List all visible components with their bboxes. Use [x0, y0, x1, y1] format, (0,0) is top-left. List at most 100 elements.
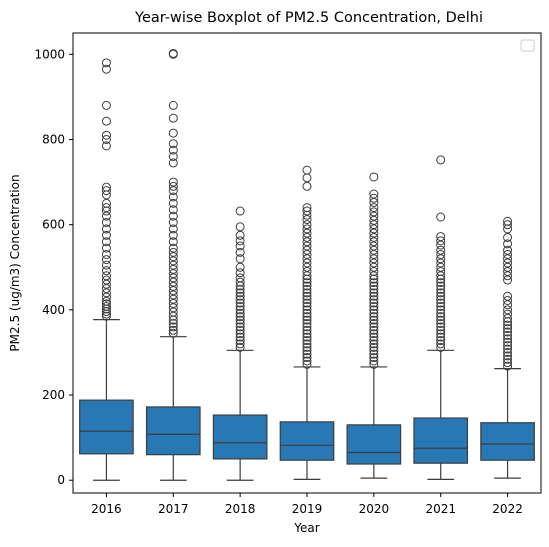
x-tick-label: 2022	[492, 502, 523, 516]
outlier-point	[235, 291, 245, 301]
outlier-point	[235, 342, 245, 352]
outlier-point	[168, 205, 178, 215]
outlier-point	[503, 300, 513, 310]
outlier-point	[235, 230, 245, 240]
outlier-point	[503, 361, 513, 371]
outlier-point	[369, 359, 379, 369]
outlier-point	[302, 336, 312, 346]
outlier-point	[168, 269, 178, 279]
outlier-point	[101, 266, 111, 276]
outlier-point	[235, 262, 245, 272]
x-tick-label: 2019	[292, 502, 323, 516]
outlier-point	[369, 284, 379, 294]
outlier-point	[369, 258, 379, 268]
outlier-point	[436, 336, 446, 346]
outlier-point	[302, 173, 312, 183]
outlier-point	[369, 271, 379, 281]
outlier-point	[302, 228, 312, 238]
box-2018	[212, 206, 268, 481]
outlier-point	[101, 130, 111, 140]
outlier-point	[503, 295, 513, 305]
outlier-point	[369, 318, 379, 328]
box-2019	[279, 165, 335, 480]
outlier-point	[235, 332, 245, 342]
outlier-point	[503, 220, 513, 230]
outlier-point	[503, 267, 513, 277]
outlier-point	[503, 309, 513, 319]
outlier-point	[101, 311, 111, 321]
outlier-point	[503, 239, 513, 249]
outlier-point	[302, 181, 312, 191]
outlier-point	[101, 198, 111, 208]
box-2017	[145, 48, 201, 481]
outlier-point	[101, 134, 111, 144]
outlier-point	[235, 222, 245, 232]
boxes-layer	[79, 48, 535, 481]
outlier-point	[302, 237, 312, 247]
x-tick-label: 2016	[91, 502, 122, 516]
outlier-point	[503, 330, 513, 340]
outlier-point	[235, 322, 245, 332]
y-axis-label: PM2.5 (ug/m3) Concentration	[8, 174, 22, 351]
box-iqr	[145, 406, 201, 456]
outlier-point	[369, 336, 379, 346]
outlier-point	[369, 278, 379, 288]
outlier-point	[436, 332, 446, 342]
outlier-point	[369, 298, 379, 308]
outlier-point	[369, 228, 379, 238]
outlier-point	[302, 278, 312, 288]
outlier-point	[101, 230, 111, 240]
outlier-point	[369, 237, 379, 247]
outlier-point	[168, 273, 178, 283]
outlier-point	[503, 324, 513, 334]
outlier-point	[503, 347, 513, 357]
outlier-point	[369, 349, 379, 359]
outlier-point	[101, 64, 111, 74]
outlier-point	[168, 260, 178, 270]
outlier-point	[302, 346, 312, 356]
outlier-point	[168, 192, 178, 202]
outlier-point	[168, 145, 178, 155]
outlier-point	[436, 298, 446, 308]
outlier-point	[436, 281, 446, 291]
outlier-point	[101, 271, 111, 281]
outlier-point	[101, 296, 111, 306]
outlier-point	[369, 193, 379, 203]
outlier-point	[436, 212, 446, 222]
outlier-point	[436, 249, 446, 259]
outlier-point	[302, 245, 312, 255]
outlier-point	[302, 305, 312, 315]
outlier-point	[302, 308, 312, 318]
outlier-point	[302, 342, 312, 352]
outlier-point	[235, 325, 245, 335]
outlier-point	[369, 241, 379, 251]
outlier-point	[101, 186, 111, 196]
y-tick-label: 200	[42, 388, 65, 402]
outlier-point	[436, 305, 446, 315]
outlier-point	[436, 329, 446, 339]
outlier-point	[302, 215, 312, 225]
outlier-point	[436, 240, 446, 250]
outlier-point	[503, 351, 513, 361]
outlier-point	[369, 342, 379, 352]
outlier-point	[436, 284, 446, 294]
outlier-point	[168, 318, 178, 328]
outlier-point	[436, 291, 446, 301]
outlier-point	[369, 198, 379, 208]
outlier-point	[436, 322, 446, 332]
outlier-point	[369, 215, 379, 225]
outlier-point	[436, 267, 446, 277]
outlier-point	[168, 311, 178, 321]
outlier-point	[436, 325, 446, 335]
y-tick-label: 800	[42, 132, 65, 146]
y-tick-label: 1000	[34, 47, 65, 61]
outlier-point	[436, 301, 446, 311]
outlier-point	[168, 139, 178, 149]
outlier-point	[302, 241, 312, 251]
outlier-point	[369, 312, 379, 322]
outlier-point	[436, 342, 446, 352]
outlier-point	[302, 281, 312, 291]
outlier-point	[235, 241, 245, 251]
outlier-point	[369, 301, 379, 311]
outlier-point	[235, 277, 245, 287]
